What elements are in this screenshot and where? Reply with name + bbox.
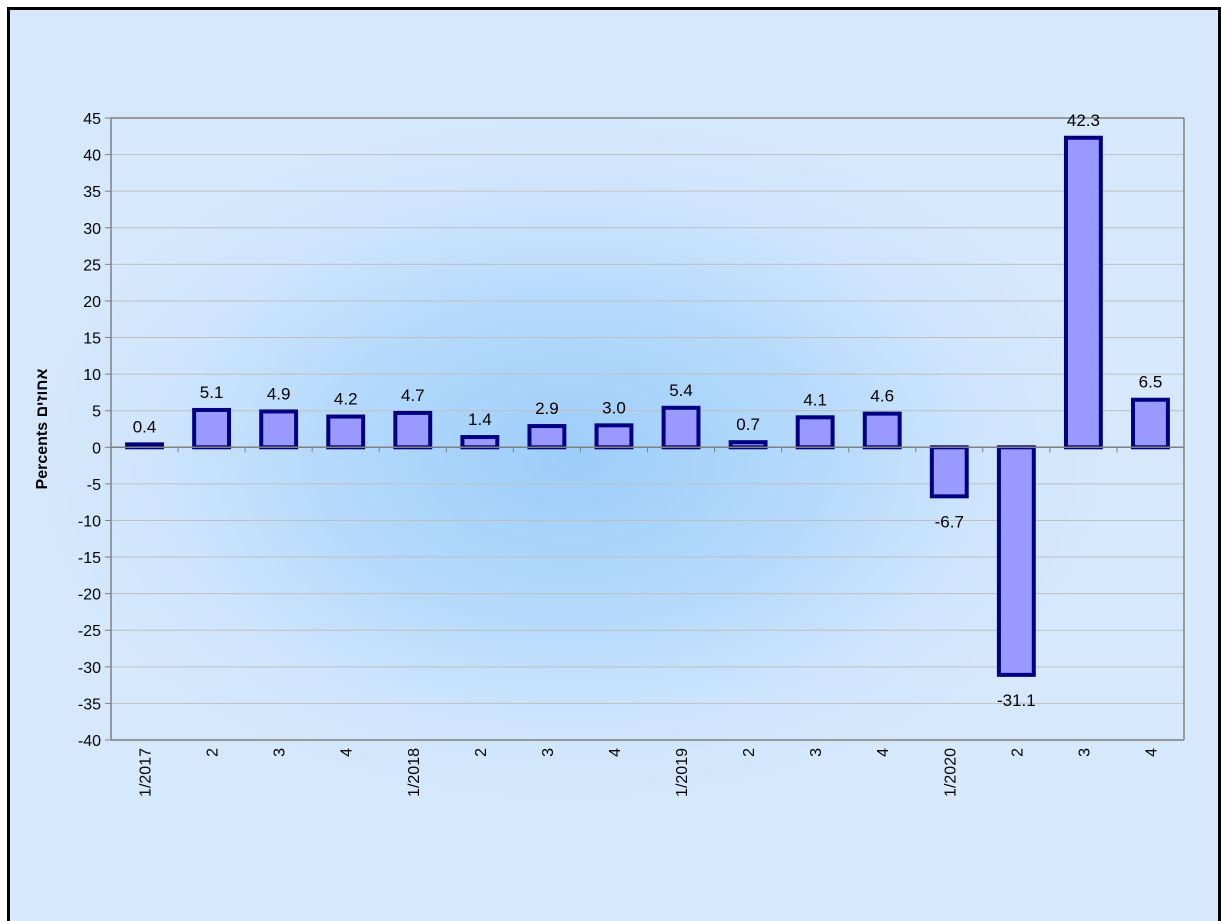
- x-category-label: 3: [272, 748, 289, 757]
- bar: [259, 409, 299, 450]
- y-tick-labels: -40 -35 -30 -25 -20 -15 -10 -5 0 5 10 15 20 25 30 35 40 4…: [78, 111, 101, 750]
- x-category-label: 4: [875, 748, 892, 757]
- bar-chart: -40 -35 -30 -25 -20 -15 -10 -5 0 5 10 15 20 25 30 35 40 4…: [34, 111, 1185, 797]
- y-tick-label: -10: [78, 513, 101, 530]
- bar: [326, 414, 366, 450]
- bars: [125, 135, 1170, 677]
- y-tick-label: 45: [83, 111, 101, 128]
- x-category-label: 3: [1076, 748, 1093, 757]
- data-label: -31.1: [997, 691, 1036, 710]
- bar: [192, 407, 232, 450]
- data-label: 42.3: [1067, 111, 1100, 130]
- data-label: 5.4: [669, 381, 693, 400]
- data-label: 4.9: [267, 384, 291, 403]
- y-tick-label: -35: [78, 696, 101, 713]
- data-label: 0.7: [736, 415, 760, 434]
- y-tick-label: 5: [92, 404, 101, 421]
- y-tick-label: 0: [92, 440, 101, 457]
- x-category-label: 3: [540, 748, 557, 757]
- data-label: 2.9: [535, 399, 559, 418]
- axes: [105, 117, 1185, 741]
- bar: [527, 424, 567, 450]
- x-category-label: 1/2020: [942, 748, 959, 797]
- bar: [996, 445, 1036, 677]
- x-category-label: 2: [741, 748, 758, 757]
- x-category-label: 1/2018: [406, 748, 423, 797]
- bar: [929, 445, 969, 499]
- data-label: 4.6: [870, 387, 894, 406]
- y-tick-label: -5: [87, 477, 101, 494]
- data-labels: 0.4 5.1 4.9 4.2 4.7 1.4 2.9 3.0 5.4 0.7 4.1 4.6 -6.7…: [133, 111, 1163, 710]
- x-category-label: 1/2019: [674, 748, 691, 797]
- y-tick-label: -30: [78, 660, 101, 677]
- x-category-label: 1/2017: [138, 748, 155, 797]
- y-tick-label: -20: [78, 587, 101, 604]
- y-tick-label: 40: [83, 148, 101, 165]
- y-tick-label: 20: [83, 294, 101, 311]
- bar: [460, 435, 500, 450]
- x-category-label: 4: [1143, 748, 1160, 757]
- x-category-labels: 1/2017 2 3 4 1/2018 2 3 4 1/2019 2 3 4 1/2020 2 3 4: [138, 748, 1161, 797]
- bar: [728, 440, 768, 450]
- bar: [862, 411, 902, 450]
- data-label: 1.4: [468, 410, 492, 429]
- data-label: 6.5: [1139, 373, 1163, 392]
- bar: [393, 410, 433, 450]
- data-label: 4.2: [334, 390, 358, 409]
- bar: [1063, 135, 1103, 450]
- data-label: 4.1: [803, 390, 827, 409]
- y-tick-label: 30: [83, 221, 101, 238]
- x-category-label: 2: [473, 748, 490, 757]
- y-tick-label: -15: [78, 550, 101, 567]
- x-category-label: 2: [205, 748, 222, 757]
- bar: [594, 423, 634, 450]
- bar: [795, 415, 835, 450]
- chart-frame: -40 -35 -30 -25 -20 -15 -10 -5 0 5 10 15 20 25 30 35 40 4…: [7, 7, 1221, 921]
- y-tick-label: 25: [83, 257, 101, 274]
- data-label: 5.1: [200, 383, 224, 402]
- x-category-label: 3: [808, 748, 825, 757]
- data-label: 3.0: [602, 398, 626, 417]
- data-label: 4.7: [401, 386, 425, 405]
- y-tick-label: 35: [83, 184, 101, 201]
- bar: [1131, 397, 1170, 450]
- y-axis-title: Percents אחוזים: [34, 368, 51, 489]
- bar: [661, 405, 701, 450]
- x-category-label: 4: [607, 748, 624, 757]
- y-tick-label: -40: [78, 733, 101, 750]
- y-tick-label: -25: [78, 623, 101, 640]
- data-label: -6.7: [935, 512, 964, 531]
- y-tick-label: 10: [83, 367, 101, 384]
- x-category-label: 4: [339, 748, 356, 757]
- y-tick-label: 15: [83, 331, 101, 348]
- data-label: 0.4: [133, 417, 157, 436]
- x-category-label: 2: [1009, 748, 1026, 757]
